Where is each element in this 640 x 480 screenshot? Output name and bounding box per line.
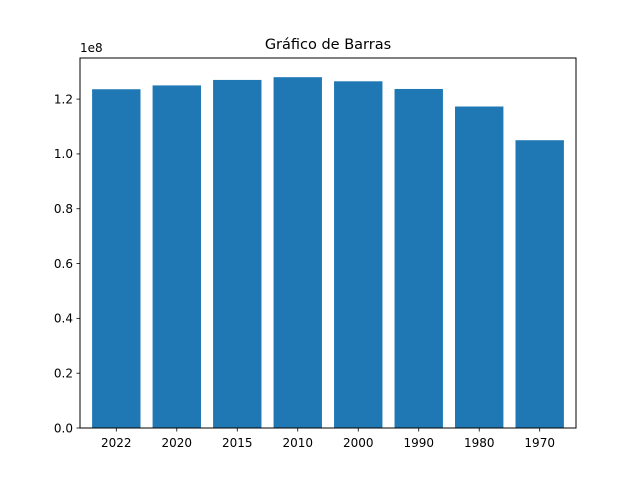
bars-group [92,77,564,429]
bar-2022 [92,89,141,429]
bar-2010 [273,77,322,428]
bar-1990 [394,88,443,428]
x-axis-ticks: 2022 2020 2015 2010 2000 1990 1980 1970 [101,428,555,450]
x-tick-label: 2022 [101,436,132,450]
y-tick-label: 0.6 [54,257,73,271]
y-tick-label: 0.8 [54,202,73,216]
bar-2020 [152,85,201,428]
y-tick-label: 1.2 [54,92,73,106]
y-axis-scale-label: 1e8 [80,41,103,55]
bar-2015 [213,79,262,429]
bar-1980 [455,106,504,428]
x-tick-label: 1990 [403,436,434,450]
plot-area-frame [79,57,577,429]
bar-2000 [334,81,383,429]
y-tick-label: 0.2 [54,366,73,380]
y-tick-label: 1.0 [54,147,73,161]
y-tick-label: 0.0 [54,421,73,435]
chart-title: Gráfico de Barras [265,37,391,53]
x-tick-label: 2020 [162,436,193,450]
bar-1970 [515,140,564,428]
y-tick-label: 0.4 [54,312,73,326]
x-tick-label: 1980 [464,436,495,450]
x-tick-label: 2015 [222,436,253,450]
x-tick-label: 2010 [282,436,313,450]
x-tick-label: 2000 [343,436,374,450]
x-tick-label: 1970 [524,436,555,450]
y-axis-ticks: 0.0 0.2 0.4 0.6 0.8 1.0 1.2 [54,92,80,435]
